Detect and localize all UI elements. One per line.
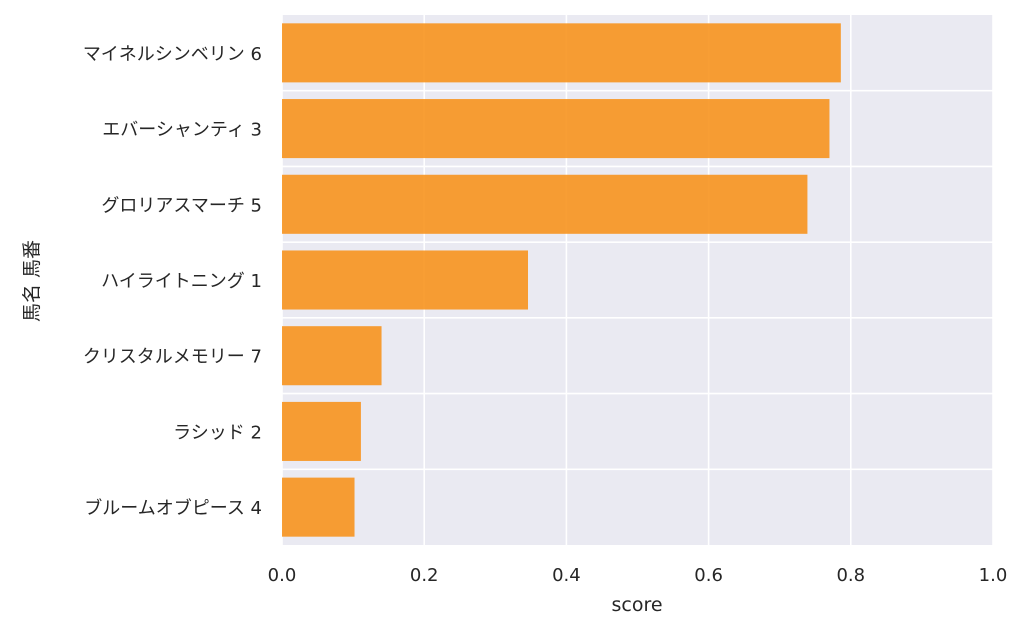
- bar: [282, 401, 361, 461]
- y-tick-label: エバーシャンティ 3: [102, 120, 262, 141]
- y-tick-label: ラシッド 2: [173, 422, 262, 443]
- x-axis-title: score: [611, 594, 662, 616]
- y-tick-label: ハイライトニング 1: [101, 271, 262, 292]
- x-tick-label: 0.2: [410, 565, 439, 586]
- bar: [282, 477, 355, 537]
- y-axis-title: 馬名 馬番: [21, 240, 43, 322]
- x-tick-label: 0.8: [836, 565, 865, 586]
- y-tick-label: ブルームオブピース 4: [84, 497, 262, 519]
- x-tick-label: 1.0: [979, 565, 1008, 586]
- bar: [282, 23, 841, 83]
- bars: [282, 23, 841, 537]
- y-tick-labels: マイネルシンベリン 6 エバーシャンティ 3 グロリアスマーチ 5 ハイライトニング …: [83, 44, 262, 519]
- bar: [282, 326, 382, 386]
- bar: [282, 174, 808, 234]
- y-tick-label: グロリアスマーチ 5: [101, 195, 262, 216]
- y-tick-label: マイネルシンベリン 6: [83, 44, 262, 65]
- y-tick-label: クリスタルメモリー 7: [83, 347, 262, 368]
- x-tick-labels: 0.0 0.2 0.4 0.6 0.8 1.0: [268, 565, 1008, 586]
- x-tick-label: 0.0: [268, 565, 297, 586]
- bar: [282, 250, 529, 310]
- x-tick-label: 0.6: [694, 565, 723, 586]
- x-tick-label: 0.4: [552, 565, 581, 586]
- bar: [282, 99, 830, 159]
